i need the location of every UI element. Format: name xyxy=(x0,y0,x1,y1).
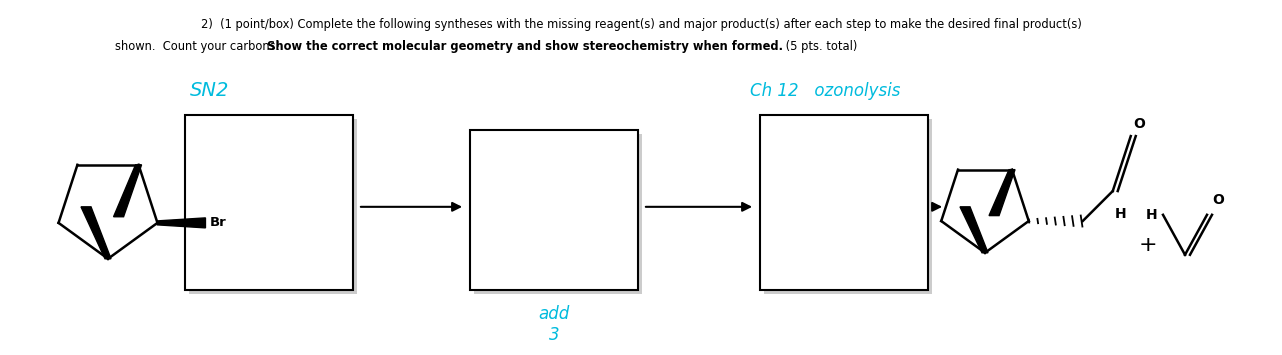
Bar xyxy=(185,115,353,290)
Text: add
3: add 3 xyxy=(538,305,569,344)
Text: shown.  Count your carbons!: shown. Count your carbons! xyxy=(115,40,287,53)
Bar xyxy=(188,119,356,294)
Polygon shape xyxy=(158,218,205,228)
Text: Show the correct molecular geometry and show stereochemistry when formed.: Show the correct molecular geometry and … xyxy=(267,40,783,53)
Polygon shape xyxy=(960,207,988,253)
Text: +: + xyxy=(1138,235,1158,255)
Bar xyxy=(474,134,642,294)
Text: (5 pts. total): (5 pts. total) xyxy=(782,40,858,53)
Text: O: O xyxy=(1211,193,1224,207)
Polygon shape xyxy=(81,207,112,259)
Text: 2)  (1 point/box) Complete the following syntheses with the missing reagent(s) a: 2) (1 point/box) Complete the following … xyxy=(200,18,1082,31)
Bar xyxy=(760,115,928,290)
Text: Br: Br xyxy=(209,217,226,229)
Text: Ch 12   ozonolysis: Ch 12 ozonolysis xyxy=(750,82,900,100)
Bar xyxy=(764,119,932,294)
Text: H: H xyxy=(1145,208,1156,222)
Text: O: O xyxy=(1133,117,1146,131)
Text: H: H xyxy=(1115,207,1127,221)
Text: SN2: SN2 xyxy=(190,81,229,100)
Polygon shape xyxy=(114,165,141,217)
Bar xyxy=(470,130,638,290)
Polygon shape xyxy=(988,170,1015,215)
